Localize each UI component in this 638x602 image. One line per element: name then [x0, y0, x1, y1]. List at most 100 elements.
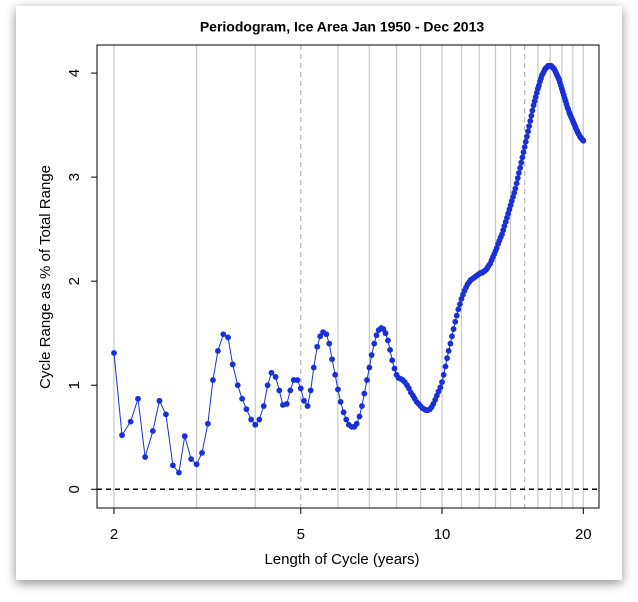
- point: [457, 301, 463, 307]
- point: [343, 416, 350, 423]
- point: [188, 456, 195, 462]
- point: [176, 469, 182, 476]
- y-tick-label: 1: [66, 381, 83, 389]
- point: [149, 428, 156, 434]
- y-axis-label: Cycle Range as % of Total Range: [37, 165, 54, 389]
- point: [215, 347, 221, 354]
- point: [272, 374, 279, 380]
- point: [297, 385, 304, 392]
- y-tick-label: 4: [66, 69, 83, 77]
- point: [248, 416, 255, 423]
- point: [340, 409, 347, 416]
- point: [111, 350, 117, 356]
- point: [515, 170, 522, 176]
- plot: [111, 62, 587, 476]
- point: [243, 406, 250, 413]
- point: [445, 347, 452, 354]
- point: [199, 449, 205, 456]
- point: [220, 331, 227, 338]
- point: [513, 180, 520, 187]
- point: [234, 382, 241, 389]
- point: [181, 433, 188, 440]
- point: [525, 128, 531, 135]
- point: [283, 401, 290, 407]
- point: [519, 154, 526, 161]
- point: [335, 386, 341, 393]
- point: [317, 333, 324, 340]
- point: [580, 137, 587, 144]
- point: [522, 138, 529, 145]
- x-tick-label: 10: [434, 526, 451, 543]
- point: [301, 397, 307, 404]
- point: [332, 371, 339, 378]
- point: [514, 175, 521, 182]
- point: [210, 377, 216, 383]
- point: [337, 398, 344, 405]
- point: [453, 312, 460, 319]
- grid: [97, 45, 599, 508]
- point: [389, 357, 396, 364]
- point: [368, 352, 375, 358]
- point: [260, 403, 267, 409]
- point: [256, 416, 263, 423]
- point: [361, 390, 368, 397]
- point: [512, 185, 519, 192]
- point: [521, 144, 528, 150]
- point: [353, 420, 360, 427]
- point: [450, 326, 457, 332]
- point: [323, 331, 330, 338]
- y-tick-label: 3: [66, 173, 83, 181]
- point: [264, 382, 271, 389]
- point: [526, 123, 533, 130]
- point: [447, 340, 454, 347]
- chart-title: Periodogram, Ice Area Jan 1950 - Dec 201…: [200, 19, 485, 35]
- point: [193, 461, 200, 468]
- point: [119, 432, 125, 439]
- point: [455, 306, 462, 313]
- point: [442, 363, 449, 370]
- point: [373, 332, 380, 339]
- point: [517, 164, 524, 171]
- point: [314, 343, 321, 350]
- point: [528, 112, 535, 119]
- point: [329, 356, 335, 363]
- point: [310, 364, 317, 371]
- y-tick-label: 0: [66, 485, 83, 493]
- point: [356, 413, 363, 420]
- point: [518, 159, 525, 166]
- point: [268, 369, 275, 376]
- point: [135, 395, 141, 402]
- point: [391, 365, 398, 372]
- point: [127, 418, 134, 425]
- point: [439, 379, 445, 386]
- x-axis-label: Length of Cycle (years): [264, 551, 419, 568]
- point: [524, 133, 530, 140]
- point: [162, 411, 169, 418]
- series-line: [113, 65, 584, 474]
- point: [304, 403, 311, 409]
- point: [169, 462, 176, 469]
- point: [449, 333, 455, 340]
- point: [452, 318, 459, 325]
- point: [520, 149, 527, 156]
- point: [527, 118, 534, 124]
- x-tick-label: 20: [575, 526, 592, 543]
- point: [156, 397, 163, 404]
- point: [326, 340, 333, 347]
- point: [252, 421, 259, 428]
- y-tick-label: 2: [66, 277, 83, 285]
- point: [307, 387, 314, 394]
- point: [359, 403, 365, 409]
- point: [364, 377, 370, 383]
- point: [276, 387, 283, 394]
- point: [294, 377, 301, 383]
- point: [437, 384, 444, 391]
- point: [229, 361, 236, 368]
- point: [387, 346, 393, 353]
- point: [366, 364, 373, 371]
- point: [440, 371, 447, 378]
- point: [529, 107, 536, 114]
- point: [142, 454, 149, 460]
- point: [382, 330, 389, 337]
